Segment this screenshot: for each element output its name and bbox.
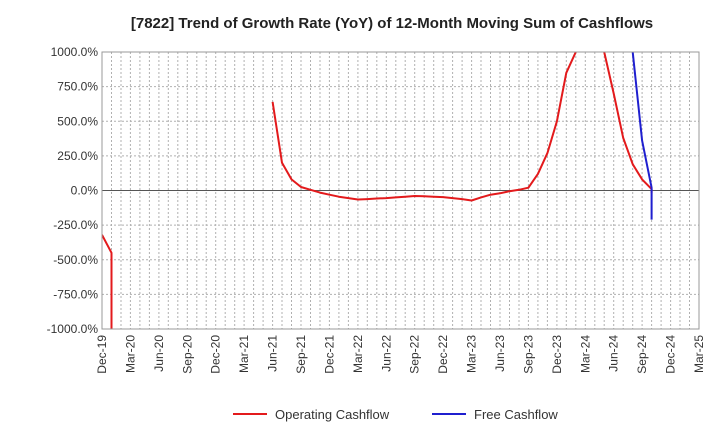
- x-tick-label: Jun-21: [266, 335, 280, 372]
- x-tick-label: Dec-21: [322, 335, 336, 374]
- plot-area-border: [101, 51, 700, 330]
- x-tick-label: Dec-24: [664, 335, 678, 374]
- y-tick-label: 250.0%: [57, 149, 98, 163]
- x-tick-label: Jun-20: [152, 335, 166, 372]
- y-tick-label: -250.0%: [53, 218, 98, 232]
- series-line-operating-cashflow: [271, 52, 577, 202]
- x-tick-label: Sep-23: [521, 335, 535, 374]
- x-tick-label: Mar-21: [237, 335, 251, 373]
- x-tick-label: Mar-24: [578, 335, 592, 373]
- x-tick-label: Dec-23: [550, 335, 564, 374]
- legend-label: Free Cashflow: [474, 407, 558, 422]
- y-axis-tick-labels: 1000.0% 750.0% 500.0% 250.0% 0.0% -250.0% -500…: [47, 45, 99, 336]
- x-tick-label: Sep-21: [294, 335, 308, 374]
- series-line-free-cashflow: [631, 52, 653, 220]
- legend: Operating Cashflow Free Cashflow: [233, 407, 558, 422]
- y-tick-label: -500.0%: [53, 253, 98, 267]
- x-tick-label: Sep-20: [180, 335, 194, 374]
- series-line-operating-cashflow: [102, 234, 113, 329]
- y-tick-label: 500.0%: [57, 114, 98, 128]
- x-tick-label: Sep-24: [635, 335, 649, 374]
- chart-title: [7822] Trend of Growth Rate (YoY) of 12-…: [131, 15, 653, 32]
- series-line-operating-cashflow: [603, 52, 653, 194]
- y-tick-label: 0.0%: [71, 184, 99, 198]
- x-tick-label: Mar-23: [465, 335, 479, 373]
- x-tick-label: Dec-22: [436, 335, 450, 374]
- y-tick-label: 750.0%: [57, 80, 98, 94]
- y-tick-label: 1000.0%: [51, 45, 99, 59]
- x-tick-label: Dec-20: [209, 335, 223, 374]
- y-tick-label: -750.0%: [53, 287, 98, 301]
- x-tick-label: Jun-24: [607, 335, 621, 372]
- x-tick-label: Dec-19: [95, 335, 109, 374]
- legend-label: Operating Cashflow: [275, 407, 390, 422]
- y-tick-label: -1000.0%: [47, 322, 99, 336]
- x-tick-label: Sep-22: [408, 335, 422, 374]
- x-tick-label: Jun-22: [379, 335, 393, 372]
- x-axis-tick-labels: Dec-19 Mar-20 Jun-20 Sep-20 Dec-20 Mar-21 Jun-…: [95, 335, 706, 374]
- x-tick-label: Mar-25: [692, 335, 706, 373]
- x-tick-label: Jun-23: [493, 335, 507, 372]
- series-lines: [102, 52, 653, 329]
- x-tick-label: Mar-20: [123, 335, 137, 373]
- x-tick-label: Mar-22: [351, 335, 365, 373]
